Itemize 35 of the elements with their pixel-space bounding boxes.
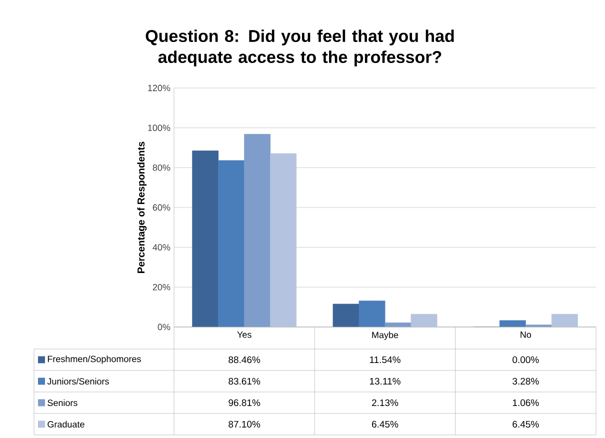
x-tick-label: Yes <box>237 332 252 338</box>
y-tick-label: 120% <box>148 84 170 92</box>
data-label: 88.46% <box>228 356 260 364</box>
x-tick-label: No <box>520 332 532 338</box>
x-tick-label: Maybe <box>372 332 398 340</box>
bar <box>218 160 245 327</box>
data-label: 6.45% <box>512 420 539 428</box>
data-label: 96.81% <box>228 399 260 406</box>
y-tick-label: 40% <box>152 244 170 251</box>
data-label: 87.10% <box>228 420 260 428</box>
y-tick-label: 80% <box>152 164 170 171</box>
legend-label: Freshmen/Sophomores <box>48 356 141 364</box>
data-label: 2.13% <box>372 399 398 406</box>
bar <box>499 320 526 327</box>
legend-label: Juniors/Seniors <box>47 378 109 385</box>
data-label: 6.45% <box>372 420 398 428</box>
bar <box>244 134 271 327</box>
bar <box>270 153 297 327</box>
y-tick-label: 60% <box>152 204 170 211</box>
bar <box>551 314 578 327</box>
data-label: 3.28% <box>512 378 539 385</box>
legend-label: Seniors <box>48 399 78 406</box>
y-axis-title: Percentage of Respondents <box>137 142 147 273</box>
data-label: 13.11% <box>370 378 400 385</box>
data-label: 83.61% <box>228 378 260 385</box>
bar <box>358 300 386 327</box>
chart-title: Question 8: Did you feel that you had adequate access to the professor? <box>146 30 454 66</box>
y-tick-label: 0% <box>158 324 170 330</box>
bar <box>410 314 438 327</box>
y-tick-label: 100% <box>148 124 170 132</box>
legend-label: Graduate <box>48 420 84 428</box>
data-label: 0.00% <box>512 356 539 364</box>
data-label: 1.06% <box>512 399 539 406</box>
data-label: 11.54% <box>370 356 400 364</box>
y-tick-label: 20% <box>152 284 170 290</box>
